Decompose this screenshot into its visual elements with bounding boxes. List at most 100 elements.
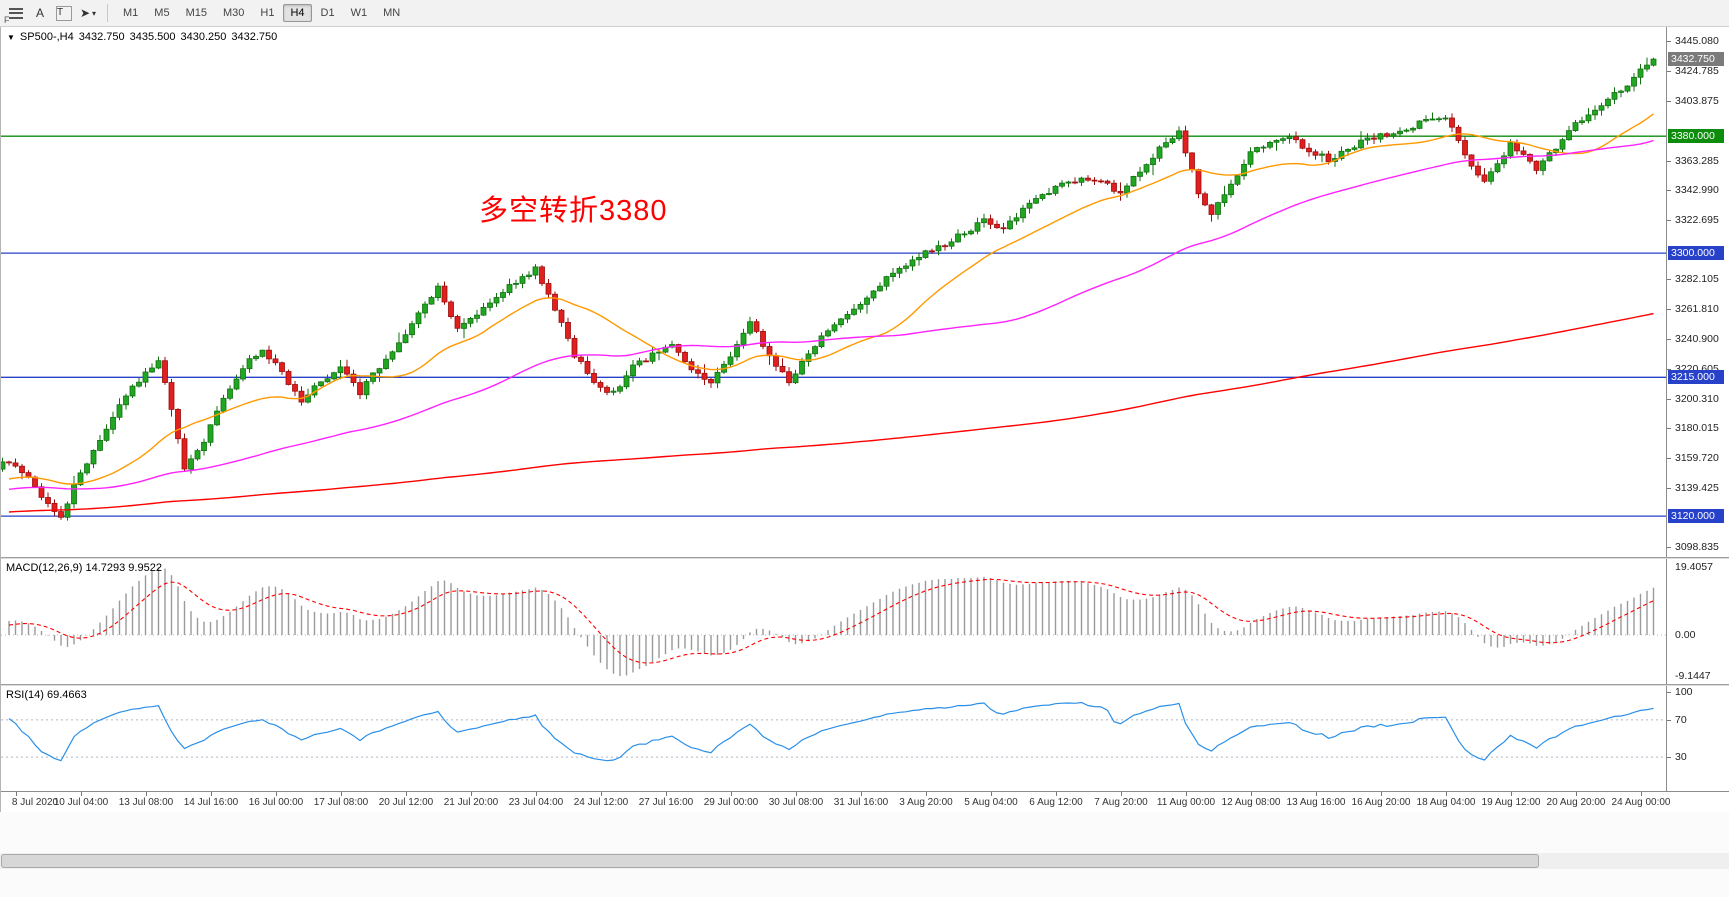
horizontal-scrollbar-track[interactable] [0,853,1729,869]
price-scale-tick [1667,308,1671,310]
price-scale-tick [1667,160,1671,162]
time-axis-tick [601,792,602,796]
macd-chart [1,567,1666,676]
ohlc-low: 3430.250 [180,31,227,43]
time-axis-tick [276,792,277,796]
price-scale-tick [1667,398,1671,400]
price-scale[interactable]: 3445.080 3424.785 3403.875 3363.285 3342.990… [1666,27,1729,791]
price-scale-tick [1667,70,1671,72]
price-scale-tick [1667,487,1671,489]
time-axis-label: 16 Aug 20:00 [1351,797,1411,808]
price-scale-label: 3261.810 [1675,302,1719,315]
time-axis-tick [861,792,862,796]
ohlc-open: 3432.750 [78,31,125,43]
cursor-tool-dropdown[interactable]: ➤ ▾ [77,3,99,23]
time-axis-tick [1511,792,1512,796]
time-axis-tick [731,792,732,796]
toolbar: A T ➤ ▾ M1 M5 M15 M30 H1 H4 D1 W1 MN F [0,0,1729,27]
time-axis-label: 23 Jul 04:00 [508,797,564,808]
f-key-badge: F [4,15,10,25]
price-scale-tick [1667,428,1671,430]
time-axis[interactable]: 8 Jul 2020 10 Jul 04:00 13 Jul 08:00 14 Jul… [1,791,1729,812]
price-scale-label: 3282.105 [1675,273,1719,286]
time-axis-tick [926,792,927,796]
rsi-pane[interactable]: RSI(14) 69.4663 [1,686,1666,791]
timeframe-button-W1[interactable]: W1 [350,7,368,19]
timeframe-button-H4[interactable]: H4 [283,4,312,22]
time-axis-tick [1576,792,1577,796]
price-scale-label: 3098.835 [1675,541,1719,554]
time-axis-tick [471,792,472,796]
chart-list-icon[interactable] [5,3,27,23]
horizontal-scrollbar-thumb[interactable] [1,854,1539,868]
price-tag: 3120.000 [1668,509,1724,524]
time-axis-tick [146,792,147,796]
price-scale-label: 3403.875 [1675,95,1719,108]
time-axis-label: 3 Aug 20:00 [899,797,953,808]
timeframe-buttons: M1 M5 M15 M30 H1 H4 D1 W1 MN [115,4,408,22]
macd-scale-zero: 0.00 [1675,629,1696,642]
text-tool-button[interactable]: T [53,3,75,23]
time-axis-label: 13 Jul 08:00 [118,797,174,808]
time-axis-label: 6 Aug 12:00 [1029,797,1083,808]
time-axis-tick [16,792,17,796]
bottom-area [0,812,1729,897]
timeframe-button-M30[interactable]: M30 [222,7,245,19]
time-axis-label: 24 Jul 12:00 [573,797,629,808]
text-annotation[interactable]: 多空转折3380 [479,195,668,227]
macd-scale-max: 19.4057 [1675,561,1713,573]
price-scale-label: 3139.425 [1675,481,1719,494]
timeframe-button-H1[interactable]: H1 [260,7,275,19]
time-axis-tick [1056,792,1057,796]
price-scale-label: 3240.900 [1675,333,1719,346]
timeframe-button-M5[interactable]: M5 [154,7,170,19]
price-scale-tick [1667,369,1671,371]
time-axis-label: 21 Jul 20:00 [443,797,499,808]
price-scale-tick [1667,190,1671,192]
price-scale-tick [1667,458,1671,460]
price-scale-tick [1667,219,1671,221]
price-scale-label: 3363.285 [1675,154,1719,167]
symbol-caret-icon[interactable]: ▼ [7,32,15,42]
pane-separator[interactable] [1,557,1729,559]
price-scale-label: 3424.785 [1675,64,1719,77]
timeframe-button-D1[interactable]: D1 [320,7,335,19]
macd-pane[interactable]: MACD(12,26,9) 14.7293 9.9522 [1,559,1666,684]
ohlc-high: 3435.500 [129,31,176,43]
text-tool-icon: T [56,5,72,21]
pane-separator[interactable] [1,684,1729,686]
price-scale-tick [1667,339,1671,341]
time-axis-tick [796,792,797,796]
time-axis-label: 20 Aug 20:00 [1546,797,1606,808]
rsi-label: RSI(14) 69.4663 [6,689,87,701]
time-axis-label: 16 Jul 00:00 [248,797,304,808]
time-axis-label: 5 Aug 04:00 [964,797,1018,808]
time-axis-label: 24 Aug 00:00 [1611,797,1671,808]
time-axis-tick [536,792,537,796]
price-scale-label: 3159.720 [1675,452,1719,465]
price-scale-label: 3180.015 [1675,422,1719,435]
price-scale-tick [1667,279,1671,281]
time-axis-label: 29 Jul 00:00 [703,797,759,808]
rsi-scale-label: 100 [1675,686,1693,698]
list-icon [9,7,23,19]
time-axis-tick [81,792,82,796]
candlestick-chart[interactable] [1,27,1666,557]
time-axis-label: 17 Jul 08:00 [313,797,369,808]
timeframe-button-M1[interactable]: M1 [123,7,139,19]
time-axis-label: 8 Jul 2020 [11,797,59,808]
price-tag: 3300.000 [1668,246,1724,261]
timeframe-button-M15[interactable]: M15 [185,7,207,19]
rsi-scale-tick [1667,692,1671,693]
price-scale-tick [1667,41,1671,43]
macd-label: MACD(12,26,9) 14.7293 9.9522 [6,562,162,574]
timeframe-button-MN[interactable]: MN [383,7,401,19]
ohlc-close: 3432.750 [231,31,278,43]
rsi-chart [1,701,1666,762]
time-axis-label: 27 Jul 16:00 [638,797,694,808]
annotate-button[interactable]: A [35,6,44,20]
main-chart-pane[interactable]: ▼ SP500-,H4 3432.750 3435.500 3430.250 3… [1,27,1666,557]
chevron-down-icon: ▾ [92,8,97,18]
time-axis-tick [1186,792,1187,796]
